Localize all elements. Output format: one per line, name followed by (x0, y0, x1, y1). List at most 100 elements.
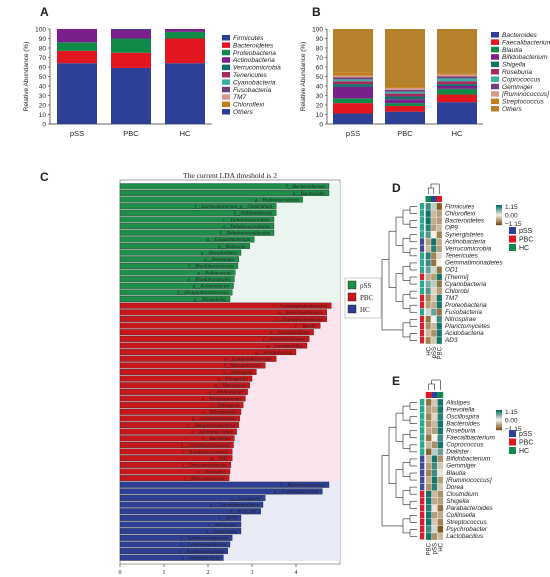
column-annotation (437, 392, 444, 398)
colorbar-step (496, 219, 502, 221)
row-label: Alistipes (445, 399, 471, 406)
heatmap-cell (437, 462, 444, 470)
heatmap-cell (431, 511, 438, 519)
colorbar-max: 1.15 (505, 409, 518, 416)
heatmap-cell (437, 518, 444, 527)
heatmap-cell (430, 231, 437, 239)
lda-bar (119, 296, 231, 303)
heatmap-cell (425, 405, 432, 414)
row-annotation (420, 525, 425, 533)
row-annotation (420, 210, 425, 217)
heatmap-cell (430, 294, 437, 302)
legend-label: Shigella (502, 62, 526, 69)
colorbar-step (496, 216, 502, 218)
y-tick-label: 80 (39, 46, 47, 53)
lda-label: c__Bacilli (295, 323, 317, 329)
heatmap-cell (436, 336, 443, 345)
row-label: OD1 (445, 267, 459, 274)
bar-segment-proteobacteria (57, 42, 97, 51)
heatmap-cell (430, 238, 437, 246)
heatmap-cell (430, 259, 437, 267)
y-tick-label: 20 (39, 103, 47, 110)
bar-segment-others (111, 29, 151, 30)
lda-label: o__Lactobacillales (270, 330, 310, 336)
row-annotation (420, 427, 425, 434)
lda-bar (119, 468, 231, 475)
legend-swatch (222, 101, 230, 108)
y-tick-label: 0 (42, 122, 46, 129)
heatmap-cell (436, 308, 443, 316)
heatmap-cell (425, 308, 432, 316)
lda-bar (119, 262, 239, 269)
heatmap-cell (431, 427, 438, 435)
row-label: Actinobacteria (444, 239, 486, 246)
heatmap-cell (436, 202, 443, 211)
heatmap-cell (437, 511, 444, 519)
colorbar-step (496, 223, 502, 225)
row-annotation (420, 441, 425, 448)
row-label: Shigella (446, 498, 469, 505)
row-label: Proteobacteria (445, 302, 487, 309)
lda-bar (119, 196, 303, 203)
y-axis-label: Relative Abundance (%) (23, 42, 30, 112)
heatmap-cell (425, 322, 432, 331)
heatmap-cell (430, 202, 437, 211)
legend-swatch (509, 235, 516, 243)
colorbar-step (496, 220, 502, 222)
column-annotation (425, 196, 431, 202)
row-label: Parabacteroides (446, 505, 493, 512)
bar-segment-shigella (437, 84, 477, 86)
colorbar-step (496, 411, 502, 413)
legend-label: TM7 (233, 94, 247, 101)
lda-bar (119, 388, 248, 395)
heatmap-cell (425, 315, 432, 323)
legend-swatch (491, 83, 499, 90)
row-annotation (420, 504, 425, 512)
row-label: Coprococcus (446, 442, 484, 449)
lda-label: f__Dehalococcoidaceae (220, 230, 271, 237)
heatmap-cell (431, 434, 438, 442)
legend-swatch (222, 109, 230, 115)
heatmap-cell (437, 476, 444, 484)
colorbar-step (496, 413, 502, 415)
lda-label: p__TM7 (210, 456, 229, 462)
lda-label: o__RF39 (218, 516, 238, 522)
row-annotation (420, 448, 425, 455)
heatmap-cell (425, 497, 432, 505)
heatmap-cell (436, 294, 443, 302)
heatmap-cell (437, 448, 444, 456)
colorbar-max: 1.15 (505, 204, 518, 211)
heatmap-cell (425, 329, 432, 338)
legend-label: [Ruminococcus] (501, 91, 549, 98)
row-annotation (420, 315, 425, 323)
colorbar-step (496, 428, 502, 430)
lda-bar (119, 475, 230, 482)
heatmap-cell (436, 280, 443, 288)
lda-bar (119, 335, 310, 342)
row-annotation (420, 476, 425, 484)
heatmap-cell (437, 504, 444, 512)
lda-bar (119, 216, 275, 223)
heatmap-cell (430, 280, 437, 288)
bar-segment-actinobacteria (111, 29, 151, 39)
colorbar-step (496, 422, 502, 424)
bar-segment-gemmiger (437, 76, 477, 79)
colorbar-step (496, 426, 502, 428)
colorbar-step (496, 224, 502, 226)
heatmap-cell (436, 245, 443, 253)
column-annotation (431, 392, 438, 398)
row-label: Roseburia (446, 427, 476, 434)
lda-bar (119, 455, 233, 462)
y-tick-label: 90 (39, 36, 47, 43)
y-tick-label: 80 (316, 46, 324, 53)
lda-bar (119, 209, 277, 216)
lda-label: f__Bacteroidaceae (286, 183, 326, 190)
lda-bar (119, 269, 236, 276)
lda-bar (119, 256, 239, 263)
heatmap-cell (437, 525, 444, 534)
heatmap-cell (431, 412, 438, 421)
colorbar-step (496, 222, 502, 224)
heatmap-cell (437, 490, 444, 498)
heatmap-cell (437, 469, 444, 477)
heatmap-cell (425, 434, 432, 442)
